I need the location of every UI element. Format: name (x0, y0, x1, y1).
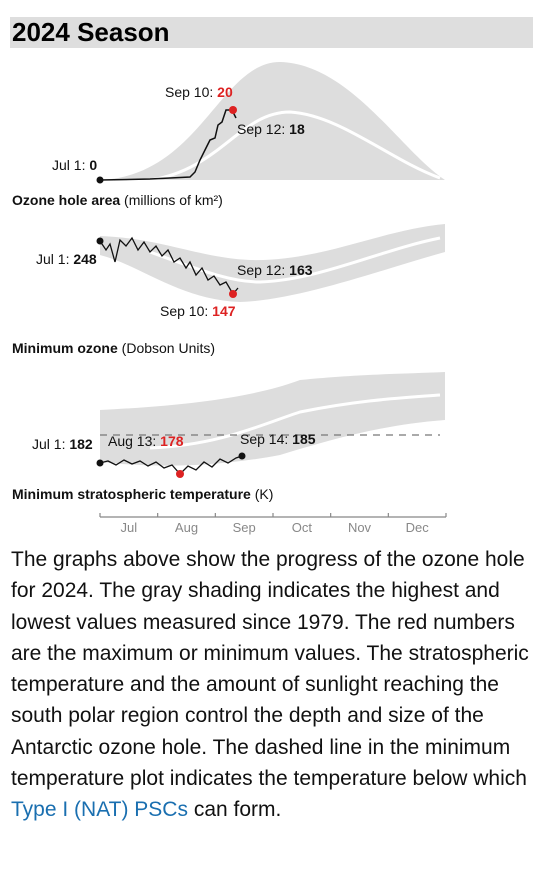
month-axis: Jul Aug Sep Oct Nov Dec (99, 513, 447, 535)
extreme-dot (229, 106, 237, 114)
annotation: Aug 13: 178 (108, 433, 184, 449)
annotation: Jul 1: 0 (52, 157, 97, 173)
month-label: Oct (292, 520, 313, 535)
range-shading (100, 224, 445, 302)
annotation: Jul 1: 182 (32, 436, 93, 452)
panel-title: Minimum stratospheric temperature (K) (12, 486, 273, 502)
panel-title: Ozone hole area (millions of km²) (12, 192, 223, 208)
data-line (99, 109, 237, 181)
month-label: Sep (233, 520, 256, 535)
annotation: Sep 10: 20 (165, 84, 233, 100)
month-label: Dec (406, 520, 430, 535)
extreme-dot (229, 290, 237, 298)
range-shading (100, 372, 445, 466)
text: can form. (193, 798, 282, 822)
extreme-dot (176, 470, 184, 478)
start-dot (96, 237, 104, 245)
panel-title: Minimum ozone (Dobson Units) (12, 340, 215, 356)
range-shading (100, 62, 445, 180)
median-line (149, 110, 441, 182)
link[interactable]: Type I (NAT) PSCs (11, 798, 188, 822)
description: The graphs above show the progress of th… (11, 544, 533, 826)
median-line (149, 393, 441, 450)
start-dot (96, 459, 104, 467)
annotation: Jul 1: 248 (36, 251, 97, 267)
annotation: Sep 14: 185 (240, 431, 316, 447)
month-label: Nov (348, 520, 372, 535)
median-line (149, 236, 441, 284)
start-dot (96, 176, 104, 184)
data-line (99, 236, 239, 296)
section-title: 2024 Season (10, 17, 533, 48)
text: The graphs above show the progress of th… (11, 548, 529, 791)
annotation: Sep 12: 163 (237, 262, 313, 278)
end-dot (238, 452, 246, 460)
annotation: Sep 10: 147 (160, 303, 236, 319)
month-label: Jul (121, 520, 138, 535)
charts: Sep 10: 20 Sep 12: 18 Jul 1: 0 Ozone hol… (12, 62, 447, 535)
data-line (99, 455, 243, 475)
month-label: Aug (175, 520, 198, 535)
annotation: Sep 12: 18 (237, 121, 305, 137)
